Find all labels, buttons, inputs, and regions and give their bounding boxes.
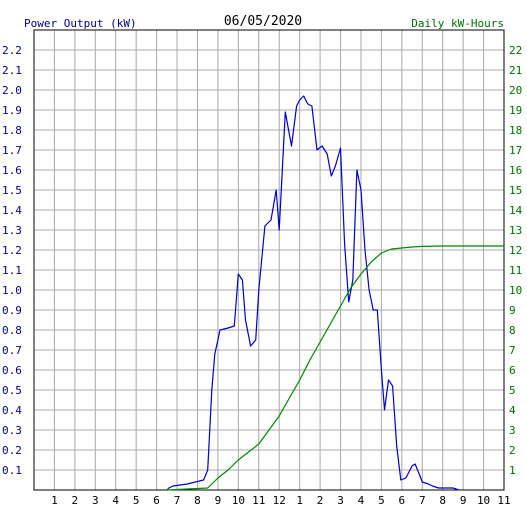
y2-tick-label: 12 [509, 244, 522, 257]
y2-tick-label: 7 [509, 344, 516, 357]
x-tick-label: 4 [358, 494, 365, 507]
y2-tick-label: 2 [509, 444, 516, 457]
x-tick-label: 11 [497, 494, 510, 507]
y-tick-label: 2.2 [2, 44, 22, 57]
x-tick-label: 6 [399, 494, 406, 507]
series-lines [166, 95, 504, 491]
y2-tick-label: 20 [509, 84, 522, 97]
y-tick-label: 1.8 [2, 124, 22, 137]
x-tick-label: 12 [273, 494, 286, 507]
x-tick-label: 4 [112, 494, 119, 507]
y-tick-label: 1.0 [2, 284, 22, 297]
y-tick-label: 1.7 [2, 144, 22, 157]
y2-tick-label: 21 [509, 64, 522, 77]
y2-tick-label: 8 [509, 324, 516, 337]
y2-tick-label: 4 [509, 404, 516, 417]
y2-tick-label: 5 [509, 384, 516, 397]
y-tick-label: 0.8 [2, 324, 22, 337]
x-tick-label: 2 [72, 494, 79, 507]
y2-tick-label: 19 [509, 104, 522, 117]
y2-tick-label: 15 [509, 184, 522, 197]
y-tick-label: 0.6 [2, 364, 22, 377]
x-tick-label: 1 [296, 494, 303, 507]
y2-tick-label: 10 [509, 284, 522, 297]
y-tick-label: 0.7 [2, 344, 22, 357]
x-tick-label: 5 [133, 494, 140, 507]
y2-tick-label: 3 [509, 424, 516, 437]
x-tick-label: 9 [460, 494, 467, 507]
y-tick-label: 1.9 [2, 104, 22, 117]
x-tick-label: 2 [317, 494, 324, 507]
y-tick-label: 1.1 [2, 264, 22, 277]
y-tick-label: 0.9 [2, 304, 22, 317]
x-tick-label: 1 [51, 494, 58, 507]
plot-frame [33, 29, 505, 491]
y-tick-label: 1.4 [2, 204, 22, 217]
y-tick-label: 0.4 [2, 404, 22, 417]
y2-tick-label: 17 [509, 144, 522, 157]
y-tick-label: 0.3 [2, 424, 22, 437]
left-axis-ticks: 0.1 0.2 0.3 0.4 0.5 0.6 0.7 0.8 0.9 1.0 1.1 1.2 1.3 1… [2, 44, 22, 477]
y-tick-label: 0.1 [2, 464, 22, 477]
y2-tick-label: 1 [509, 464, 516, 477]
series-line-daily-kwh [166, 245, 504, 491]
y-tick-label: 1.5 [2, 184, 22, 197]
series-line-power-output [166, 95, 460, 491]
x-tick-label: 7 [174, 494, 181, 507]
y-tick-label: 1.3 [2, 224, 22, 237]
y2-tick-label: 14 [509, 204, 523, 217]
y-tick-label: 0.2 [2, 444, 22, 457]
y2-tick-label: 13 [509, 224, 522, 237]
x-tick-label: 9 [215, 494, 222, 507]
y2-tick-label: 11 [509, 264, 522, 277]
y2-tick-label: 18 [509, 124, 522, 137]
y-tick-label: 2.1 [2, 64, 22, 77]
x-tick-label: 7 [419, 494, 426, 507]
chart-title: 06/05/2020 [224, 14, 302, 29]
y-tick-label: 1.6 [2, 164, 22, 177]
x-tick-label: 10 [232, 494, 245, 507]
x-tick-label: 3 [337, 494, 344, 507]
x-tick-label: 11 [252, 494, 265, 507]
x-tick-label: 3 [92, 494, 99, 507]
right-axis-title: Daily kW-Hours [411, 17, 504, 30]
x-axis-ticks: 1 2 3 4 5 6 7 8 9 10 11 12 1 2 3 4 5 6 7 8 9 10 11 [51, 494, 511, 507]
x-tick-label: 8 [194, 494, 201, 507]
y2-tick-label: 6 [509, 364, 516, 377]
x-tick-label: 10 [477, 494, 490, 507]
y2-tick-label: 22 [509, 44, 522, 57]
left-axis-title: Power Output (kW) [24, 17, 137, 30]
y-tick-label: 2.0 [2, 84, 22, 97]
x-tick-label: 8 [439, 494, 446, 507]
x-tick-label: 5 [378, 494, 385, 507]
y-tick-label: 0.5 [2, 384, 22, 397]
y2-tick-label: 9 [509, 304, 516, 317]
y-tick-label: 1.2 [2, 244, 22, 257]
x-tick-label: 6 [153, 494, 160, 507]
grid-lines [34, 30, 504, 490]
y2-tick-label: 16 [509, 164, 522, 177]
